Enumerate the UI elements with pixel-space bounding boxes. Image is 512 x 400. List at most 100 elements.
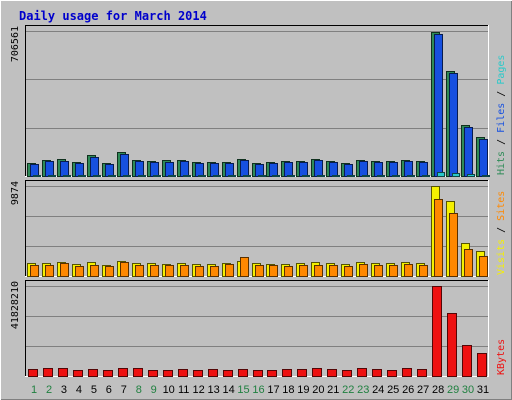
day-label-15: 15 bbox=[237, 384, 249, 396]
legend-entry: Visits bbox=[496, 239, 507, 275]
bars bbox=[27, 32, 490, 177]
bar-sites-day-12 bbox=[195, 266, 204, 277]
day-label-26: 26 bbox=[402, 384, 414, 396]
bar-pages-day-18 bbox=[287, 175, 295, 177]
bar-files-day-30 bbox=[464, 127, 473, 177]
bar-kbytes-day-22 bbox=[342, 370, 352, 377]
bar-files-day-5 bbox=[90, 157, 99, 177]
day-label-30: 30 bbox=[462, 384, 474, 396]
bar-pages-day-14 bbox=[228, 175, 236, 177]
day-label-21: 21 bbox=[327, 384, 339, 396]
bar-files-day-2 bbox=[45, 161, 54, 177]
bar-sites-day-21 bbox=[329, 265, 338, 277]
day-label-23: 23 bbox=[357, 384, 369, 396]
bar-pages-day-17 bbox=[272, 175, 280, 177]
day-label-20: 20 bbox=[312, 384, 324, 396]
day-label-14: 14 bbox=[222, 384, 234, 396]
plot-area bbox=[25, 180, 489, 277]
bar-pages-day-19 bbox=[302, 175, 310, 177]
bar-files-day-8 bbox=[135, 161, 144, 177]
bar-sites-day-31 bbox=[479, 256, 488, 277]
bar-pages-day-7 bbox=[123, 175, 131, 177]
bar-sites-day-6 bbox=[105, 266, 114, 277]
day-axis-labels: 1 2 3 4 5 6 7 8 9 10 11 12 13 14 15 16 17 18 19 20 21 22 23 24 2… bbox=[31, 384, 489, 396]
bar-kbytes-day-12 bbox=[193, 370, 203, 377]
day-label-3: 3 bbox=[61, 384, 67, 396]
bar-kbytes-day-3 bbox=[58, 368, 68, 377]
bar-pages-day-12 bbox=[198, 175, 206, 177]
plot-area bbox=[25, 25, 489, 177]
day-label-5: 5 bbox=[91, 384, 97, 396]
bar-files-day-20 bbox=[314, 160, 323, 177]
bar-pages-day-20 bbox=[317, 175, 325, 177]
bar-sites-day-9 bbox=[150, 265, 159, 277]
bar-sites-day-4 bbox=[75, 266, 84, 277]
bar-kbytes-day-30 bbox=[462, 345, 472, 377]
bar-sites-day-16 bbox=[255, 265, 264, 277]
bar-sites-day-29 bbox=[449, 213, 458, 277]
plot-area bbox=[25, 280, 489, 377]
bar-sites-day-18 bbox=[284, 266, 293, 277]
bar-kbytes-day-20 bbox=[312, 368, 322, 377]
bar-files-day-12 bbox=[195, 163, 204, 177]
day-label-2: 2 bbox=[46, 384, 52, 396]
bar-files-day-15 bbox=[240, 160, 249, 177]
bar-pages-day-24 bbox=[377, 175, 385, 177]
y-max-label: 41828210 bbox=[10, 281, 21, 329]
bar-pages-day-27 bbox=[422, 175, 430, 177]
bar-files-day-28 bbox=[434, 34, 443, 177]
bar-kbytes-day-25 bbox=[387, 370, 397, 377]
bar-kbytes-day-27 bbox=[417, 369, 427, 377]
bar-files-day-31 bbox=[479, 139, 488, 177]
bar-pages-day-21 bbox=[332, 175, 340, 177]
day-label-7: 7 bbox=[121, 384, 127, 396]
bar-pages-day-11 bbox=[183, 175, 191, 177]
series-legend: Hits / Files / Pages bbox=[496, 55, 507, 175]
chart-panels: 706561 Hits / Files / Pages 9874 Visits / S… bbox=[10, 25, 507, 377]
bar-pages-day-9 bbox=[153, 175, 161, 177]
day-label-11: 11 bbox=[178, 384, 189, 396]
bar-kbytes-day-29 bbox=[447, 313, 457, 377]
legend-entry: Sites bbox=[496, 191, 507, 221]
bar-kbytes-day-11 bbox=[178, 369, 188, 377]
bar-files-day-23 bbox=[359, 161, 368, 177]
bar-kbytes-day-6 bbox=[103, 370, 113, 377]
bar-sites-day-1 bbox=[30, 265, 39, 277]
day-label-24: 24 bbox=[372, 384, 384, 396]
bar-kbytes-day-23 bbox=[357, 368, 367, 377]
day-label-13: 13 bbox=[207, 384, 219, 396]
bar-files-day-1 bbox=[30, 164, 39, 177]
bar-kbytes-day-2 bbox=[43, 368, 53, 377]
day-label-4: 4 bbox=[76, 384, 82, 396]
day-label-27: 27 bbox=[417, 384, 429, 396]
bar-sites-day-5 bbox=[90, 265, 99, 277]
day-label-19: 19 bbox=[297, 384, 309, 396]
bar-files-day-18 bbox=[284, 162, 293, 177]
bar-files-day-24 bbox=[374, 162, 383, 177]
bar-kbytes-day-24 bbox=[372, 369, 382, 377]
legend-entry: / bbox=[496, 221, 507, 239]
legend-entry: / bbox=[496, 85, 507, 103]
bar-pages-day-29 bbox=[452, 173, 460, 177]
bar-files-day-21 bbox=[329, 162, 338, 177]
day-label-18: 18 bbox=[282, 384, 294, 396]
bar-sites-day-11 bbox=[180, 265, 189, 277]
bar-kbytes-day-31 bbox=[477, 353, 487, 377]
bar-kbytes-day-18 bbox=[282, 369, 292, 377]
y-max-label: 9874 bbox=[10, 181, 21, 205]
y-max-label: 706561 bbox=[10, 26, 21, 62]
day-label-16: 16 bbox=[252, 384, 264, 396]
bar-files-day-29 bbox=[449, 73, 458, 177]
bar-sites-day-10 bbox=[165, 265, 174, 277]
day-label-31: 31 bbox=[477, 384, 489, 396]
bar-kbytes-day-15 bbox=[238, 369, 248, 377]
chart-title: Daily usage for March 2014 bbox=[19, 9, 207, 23]
bar-pages-day-16 bbox=[258, 175, 266, 177]
bar-sites-day-7 bbox=[120, 262, 129, 277]
bars bbox=[27, 186, 488, 277]
panel-kbytes: 41828210 KBytes bbox=[10, 280, 507, 377]
bar-pages-day-30 bbox=[467, 174, 475, 177]
bar-sites-day-14 bbox=[225, 264, 234, 277]
bar-kbytes-day-10 bbox=[163, 370, 173, 377]
